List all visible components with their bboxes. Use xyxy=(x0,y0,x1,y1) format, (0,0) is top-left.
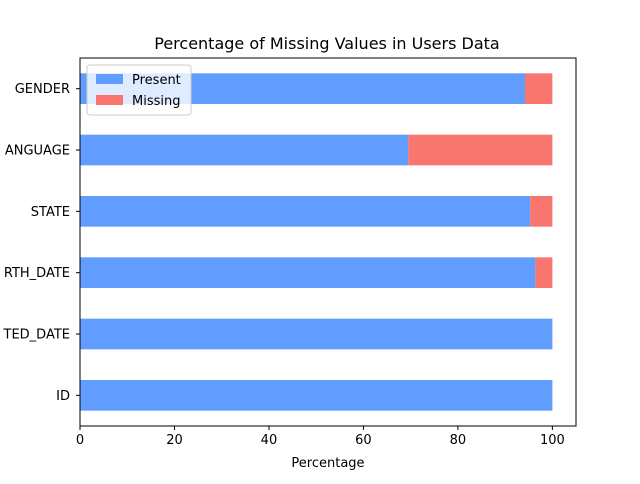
legend-swatch-present xyxy=(96,74,123,84)
y-tick-label-ted-date: TED_DATE xyxy=(3,328,71,343)
bar-missing-gender xyxy=(524,73,553,104)
x-tick-label-0: 0 xyxy=(76,433,84,448)
plot-frame xyxy=(79,57,577,427)
bar-present-id xyxy=(80,380,553,411)
chart-title: Percentage of Missing Values in Users Da… xyxy=(154,34,499,53)
x-tick-label-20: 20 xyxy=(166,433,183,448)
legend-label-present: Present xyxy=(132,73,181,88)
legend-label-missing: Missing xyxy=(132,94,180,109)
bar-present-state xyxy=(80,196,531,227)
x-tick-label-40: 40 xyxy=(261,433,278,448)
bar-present-anguage xyxy=(80,134,409,166)
x-axis-label: Percentage xyxy=(291,456,364,471)
legend: Present Missing xyxy=(86,64,192,116)
legend-swatch-missing xyxy=(96,95,123,105)
y-axis: GENDER ANGUAGE STATE RTH_DATE TED_DATE ID xyxy=(3,82,80,404)
y-tick-label-gender: GENDER xyxy=(15,82,70,97)
bar-missing-rth-date xyxy=(535,257,553,288)
y-tick-label-rth-date: RTH_DATE xyxy=(4,266,70,281)
y-tick-label-anguage: ANGUAGE xyxy=(5,144,70,159)
bar-present-ted-date xyxy=(80,318,553,350)
y-tick-label-state: STATE xyxy=(31,205,70,220)
x-tick-label-60: 60 xyxy=(355,433,372,448)
bars-layer xyxy=(80,73,553,411)
y-tick-label-id: ID xyxy=(56,389,70,404)
bar-missing-anguage xyxy=(408,134,553,166)
bar-present-rth-date xyxy=(80,257,536,288)
x-tick-label-80: 80 xyxy=(450,433,467,448)
x-axis: 0 20 40 60 80 100 xyxy=(76,426,565,448)
bar-missing-state xyxy=(530,196,553,227)
x-tick-label-100: 100 xyxy=(540,433,565,448)
